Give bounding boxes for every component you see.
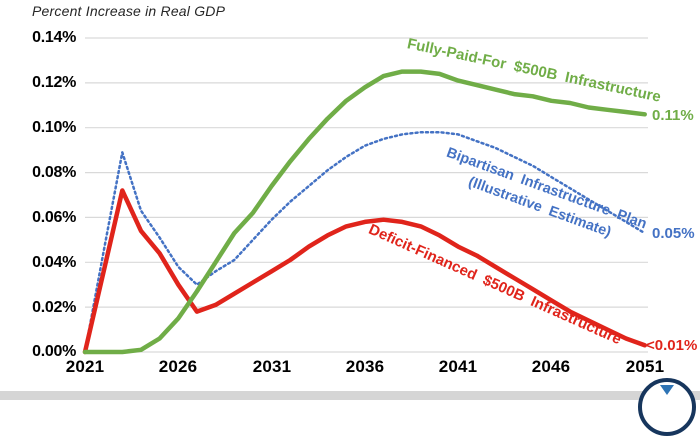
y-tick-label: 0.10%	[32, 119, 76, 136]
x-tick-label: 2031	[252, 357, 292, 376]
series-line-0	[83, 130, 646, 354]
chart-page: { "title": "Percent Increase in Real GDP…	[0, 3, 700, 436]
chart-title: Percent Increase in Real GDP	[32, 3, 226, 19]
x-tick-label: 2026	[158, 357, 198, 376]
y-tick-label: 0.04%	[32, 254, 76, 271]
x-tick-label: 2046	[531, 357, 571, 376]
series-line-2	[82, 69, 647, 355]
y-tick-label: 0.08%	[32, 164, 76, 181]
chart-canvas	[82, 37, 648, 355]
y-tick-label: 0.02%	[32, 299, 76, 316]
y-tick-label: 0.06%	[32, 209, 76, 226]
end-value-label-green: 0.11%	[652, 107, 694, 124]
logo-emblem-icon	[660, 385, 674, 395]
y-tick-label: 0.00%	[32, 343, 76, 360]
end-value-label-blue: 0.05%	[652, 225, 695, 242]
x-tick-label: 2021	[65, 357, 105, 376]
series-line-1	[82, 188, 647, 355]
end-value-label-red: <0.01%	[646, 337, 698, 354]
y-tick-label: 0.12%	[32, 74, 76, 91]
circular-org-logo-icon	[638, 378, 696, 436]
x-tick-label: 2041	[438, 357, 478, 376]
x-tick-label: 2051	[625, 357, 665, 376]
y-tick-label: 0.14%	[32, 29, 76, 46]
x-tick-label: 2036	[345, 357, 385, 376]
footer-strip	[0, 391, 700, 400]
